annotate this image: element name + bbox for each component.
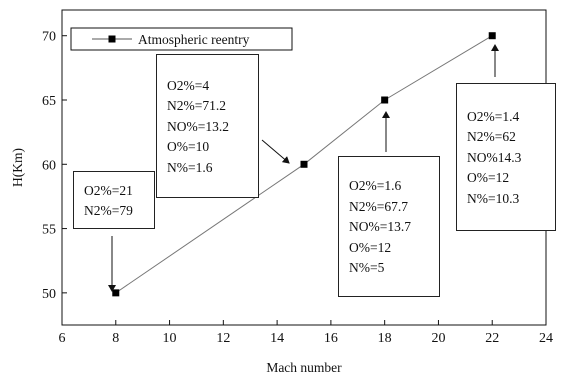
x-axis-label: Mach number (266, 360, 342, 375)
x-tick-label: 22 (485, 331, 499, 346)
series-line (115, 35, 493, 294)
annotation-line: O%=12 (349, 239, 392, 255)
data-point (381, 96, 389, 104)
annotation-line: O2%=1.6 (349, 178, 402, 194)
legend: Atmospheric reentry (70, 27, 293, 51)
annotation-line: N%=5 (349, 260, 385, 276)
annotation-line: O%=12 (467, 170, 510, 186)
legend-label: Atmospheric reentry (138, 32, 250, 47)
x-tick-label: 8 (112, 331, 119, 346)
annotation-line: NO%14.3 (467, 149, 522, 165)
x-tick-label: 12 (216, 331, 230, 346)
legend-box (70, 27, 293, 51)
annotation-box: O2%=4 N2%=71.2 NO%=13.2 O%=10 N%=1.6 (156, 54, 259, 198)
annotation-line: O%=10 (167, 139, 210, 155)
x-tick-label: 18 (378, 331, 392, 346)
data-point (300, 160, 308, 168)
annotation-line: O2%=1.4 (467, 108, 520, 124)
annotation-box: O2%=21 N2%=79 (73, 171, 155, 229)
x-tick-label: 20 (431, 331, 445, 346)
x-tick-label: 24 (539, 331, 553, 346)
data-point (112, 289, 120, 297)
annotation-box: O2%=1.6 N2%=67.7 NO%=13.7 O%=12 N%=5 (338, 156, 440, 297)
data-point (488, 32, 496, 40)
annotation-box: O2%=1.4 N2%=62 NO%14.3 O%=12 N%=10.3 (456, 83, 556, 231)
x-tick-label: 6 (59, 331, 66, 346)
annotation-line: N2%=67.7 (349, 198, 408, 214)
x-tick-label: 14 (270, 331, 284, 346)
y-tick-label: 50 (42, 287, 56, 302)
y-tick-label: 65 (42, 94, 56, 109)
y-axis-label: H(Km) (10, 148, 25, 187)
legend-marker (108, 35, 116, 43)
annotation-line: NO%=13.7 (349, 219, 411, 235)
annotation-line: N2%=79 (84, 203, 133, 218)
axis-ticks: 6 8 10 12 14 16 18 20 22 24 50 55 60 65 70 (42, 30, 553, 346)
annotation-line: N%=1.6 (167, 159, 213, 175)
annotation-line: N%=10.3 (467, 190, 520, 206)
annotation-arrow (261, 139, 290, 164)
annotation-line: N2%=62 (467, 129, 516, 145)
annotation-line: N2%=71.2 (167, 98, 226, 114)
y-tick-label: 70 (42, 30, 56, 45)
annotation-line: O2%=21 (84, 182, 133, 198)
x-tick-label: 16 (324, 331, 338, 346)
y-tick-label: 55 (42, 223, 56, 238)
x-tick-label: 10 (163, 331, 177, 346)
series-layer (112, 32, 496, 297)
annotation-line: NO%=13.2 (167, 118, 229, 134)
annotation-line: O2%=4 (167, 77, 210, 93)
y-tick-label: 60 (42, 158, 56, 173)
